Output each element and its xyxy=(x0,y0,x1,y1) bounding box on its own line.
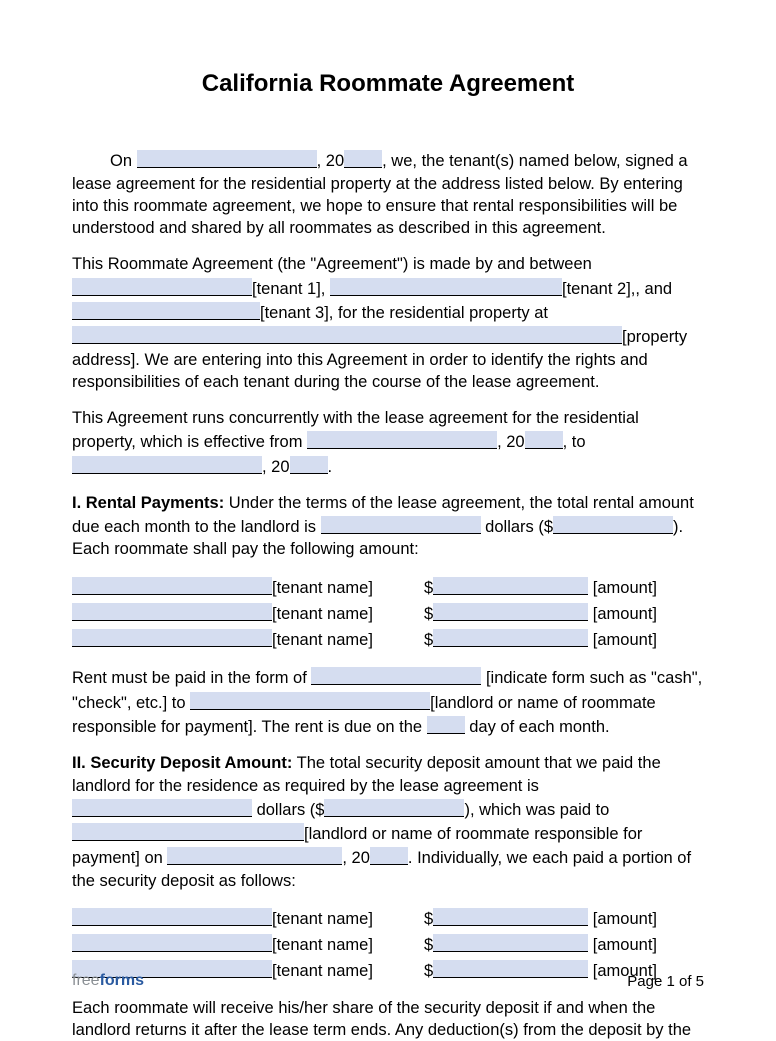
blank-amount[interactable] xyxy=(433,908,588,926)
term-mid1: , 20 xyxy=(497,433,525,451)
paragraph-intro: On , 20, we, the tenant(s) named below, … xyxy=(72,148,704,239)
parties-t1: [tenant 1], xyxy=(252,280,330,298)
parties-t3: [tenant 3], for the residential property… xyxy=(260,304,548,322)
logo-free: free xyxy=(72,972,100,989)
blank-tenant1[interactable] xyxy=(72,278,252,296)
section-1-para: I. Rental Payments: Under the terms of t… xyxy=(72,492,704,561)
term-mid2: , to xyxy=(563,433,586,451)
amount-label: [amount] xyxy=(593,579,657,597)
blank-amount[interactable] xyxy=(433,603,588,621)
blank-address[interactable] xyxy=(72,326,622,344)
parties-intro: This Roommate Agreement (the "Agreement"… xyxy=(72,255,592,273)
blank-amount[interactable] xyxy=(433,577,588,595)
logo-forms: forms xyxy=(100,972,144,989)
blank-amount[interactable] xyxy=(433,629,588,647)
blank-rent-num[interactable] xyxy=(553,516,673,534)
section-1-para2: Rent must be paid in the form of [indica… xyxy=(72,665,704,738)
tenant-label: [tenant name] xyxy=(272,936,373,954)
tenant-row: [tenant name] $ [amount] xyxy=(72,601,704,625)
section-2-closing: Each roommate will receive his/her share… xyxy=(72,997,704,1041)
blank-end-date[interactable] xyxy=(72,456,262,474)
blank-deposit-year[interactable] xyxy=(370,847,408,865)
blank-tenant3[interactable] xyxy=(72,302,260,320)
intro-text-1: On xyxy=(110,152,137,170)
blank-payee[interactable] xyxy=(190,692,430,710)
blank-tenant-name[interactable] xyxy=(72,908,272,926)
blank-deposit-date[interactable] xyxy=(167,847,342,865)
blank-year[interactable] xyxy=(344,150,382,168)
section-2-para: II. Security Deposit Amount: The total s… xyxy=(72,752,704,892)
tenant-row: [tenant name] $ [amount] xyxy=(72,932,704,956)
logo: freeforms xyxy=(72,970,144,992)
tenant-label: [tenant name] xyxy=(272,579,373,597)
section-2-heading: II. Security Deposit Amount: xyxy=(72,754,292,772)
rent-form-d: day of each month. xyxy=(465,718,610,736)
blank-start-year[interactable] xyxy=(525,431,563,449)
tenant-row: [tenant name] $ [amount] xyxy=(72,906,704,930)
parties-t2: [tenant 2],, and xyxy=(562,280,672,298)
rent-form-a: Rent must be paid in the form of xyxy=(72,669,311,687)
blank-payment-form[interactable] xyxy=(311,667,481,685)
tenant-label: [tenant name] xyxy=(272,605,373,623)
amount-label: [amount] xyxy=(593,910,657,928)
footer: freeforms Page 1 of 5 xyxy=(72,970,704,992)
blank-deposit-num[interactable] xyxy=(324,799,464,817)
section-2-text3: ), which was paid to xyxy=(464,801,609,819)
blank-date[interactable] xyxy=(137,150,317,168)
rental-tenant-table: [tenant name] $ [amount] [tenant name] $… xyxy=(72,575,704,652)
blank-tenant-name[interactable] xyxy=(72,934,272,952)
section-2-text5: , 20 xyxy=(342,849,370,867)
blank-end-year[interactable] xyxy=(290,456,328,474)
tenant-row: [tenant name] $ [amount] xyxy=(72,575,704,599)
page-number: Page 1 of 5 xyxy=(627,972,704,992)
intro-text-2: , 20 xyxy=(317,152,345,170)
blank-tenant2[interactable] xyxy=(330,278,562,296)
dollar-sign: $ xyxy=(424,579,433,597)
blank-deposit-payee[interactable] xyxy=(72,823,304,841)
amount-label: [amount] xyxy=(593,936,657,954)
tenant-label: [tenant name] xyxy=(272,631,373,649)
amount-label: [amount] xyxy=(593,631,657,649)
paragraph-term: This Agreement runs concurrently with th… xyxy=(72,407,704,478)
blank-due-day[interactable] xyxy=(427,716,465,734)
section-1-heading: I. Rental Payments: xyxy=(72,494,224,512)
dollar-sign: $ xyxy=(424,910,433,928)
blank-tenant-name[interactable] xyxy=(72,577,272,595)
paragraph-parties: This Roommate Agreement (the "Agreement"… xyxy=(72,253,704,393)
blank-tenant-name[interactable] xyxy=(72,603,272,621)
blank-amount[interactable] xyxy=(433,934,588,952)
blank-start-date[interactable] xyxy=(307,431,497,449)
section-2-text2: dollars ($ xyxy=(252,801,324,819)
blank-deposit-words[interactable] xyxy=(72,799,252,817)
dollar-sign: $ xyxy=(424,936,433,954)
blank-tenant-name[interactable] xyxy=(72,629,272,647)
term-end: . xyxy=(328,458,333,476)
tenant-label: [tenant name] xyxy=(272,910,373,928)
dollar-sign: $ xyxy=(424,631,433,649)
term-mid3: , 20 xyxy=(262,458,290,476)
document-title: California Roommate Agreement xyxy=(72,68,704,100)
amount-label: [amount] xyxy=(593,605,657,623)
blank-rent-words[interactable] xyxy=(321,516,481,534)
tenant-row: [tenant name] $ [amount] xyxy=(72,627,704,651)
dollar-sign: $ xyxy=(424,605,433,623)
section-1-text2: dollars ($ xyxy=(481,518,553,536)
